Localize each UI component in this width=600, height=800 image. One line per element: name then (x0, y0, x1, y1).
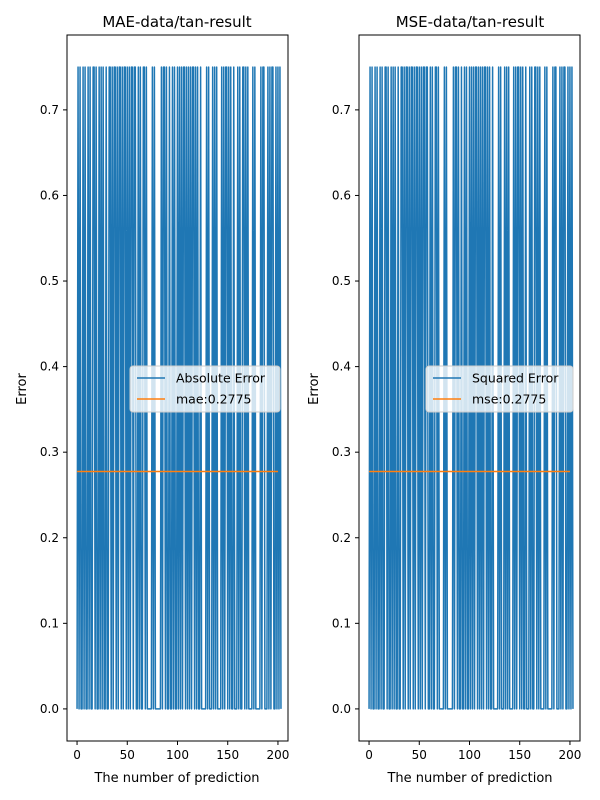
x-axis-label: The number of prediction (93, 771, 259, 786)
y-axis-label: Error (307, 373, 322, 405)
y-tick-label: 0.1 (40, 616, 59, 630)
x-tick-label: 150 (216, 748, 239, 762)
y-tick-label: 0.3 (40, 445, 59, 459)
chart-title: MSE-data/tan-result (396, 13, 545, 31)
y-tick-label: 0.3 (332, 445, 351, 459)
chart-title: MAE-data/tan-result (102, 13, 251, 31)
mse-panel: MSE-data/tan-result 0 50 100 150 200 0.0 0.1 0.… (307, 13, 581, 786)
y-tick-label: 0.6 (332, 188, 351, 202)
y-tick-label: 0.2 (332, 531, 351, 545)
y-tick-label: 0.0 (40, 702, 59, 716)
y-tick-label: 0.5 (40, 274, 59, 288)
legend-box (425, 365, 574, 413)
y-tick-label: 0.0 (332, 702, 351, 716)
y-tick-label: 0.6 (40, 188, 59, 202)
x-tick-label: 200 (559, 748, 582, 762)
x-tick-label: 0 (73, 748, 81, 762)
legend: Absolute Error mae:0.2775 (129, 365, 281, 413)
legend-label-squared-error: Squared Error (472, 371, 559, 386)
legend-label-absolute-error: Absolute Error (176, 371, 266, 386)
x-tick-label: 50 (120, 748, 135, 762)
legend: Squared Error mse:0.2775 (425, 365, 574, 413)
y-tick-label: 0.2 (40, 531, 59, 545)
y-axis-label: Error (15, 373, 30, 405)
x-tick-label: 100 (166, 748, 189, 762)
y-tick-label: 0.5 (332, 274, 351, 288)
legend-label-mae: mae:0.2775 (176, 392, 251, 407)
y-tick-label: 0.4 (332, 360, 351, 374)
mae-panel: MAE-data/tan-result 0 50 100 150 200 0.0 0.1 0.… (15, 13, 289, 786)
y-tick-label: 0.7 (40, 103, 59, 117)
x-tick-label: 150 (508, 748, 531, 762)
legend-label-mse: mse:0.2775 (472, 392, 546, 407)
x-tick-label: 100 (458, 748, 481, 762)
y-tick-label: 0.1 (332, 616, 351, 630)
legend-box (129, 365, 281, 413)
plot-area: 0 50 100 150 200 0.0 0.1 0.2 0.3 0.4 0.5 0.6 0.7 (332, 34, 582, 762)
y-tick-label: 0.7 (332, 103, 351, 117)
x-axis-label: The number of prediction (386, 771, 552, 786)
x-tick-label: 50 (412, 748, 427, 762)
x-tick-label: 0 (365, 748, 373, 762)
x-tick-label: 200 (267, 748, 290, 762)
y-tick-label: 0.4 (40, 360, 59, 374)
